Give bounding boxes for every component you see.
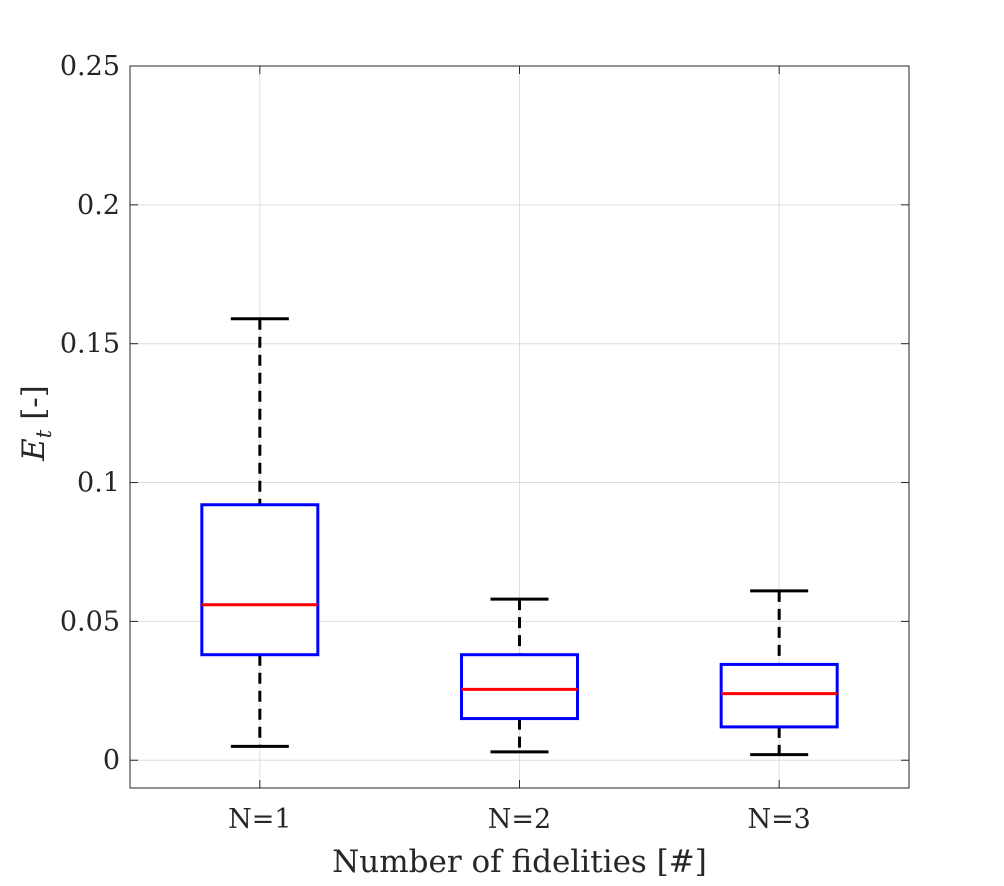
- y-tick-label: 0.05: [60, 606, 120, 637]
- label-layer: 0 0.05 0.1 0.15 0.2 0.25 N=1 N=2 N=3: [60, 51, 811, 835]
- box-layer: [200, 317, 839, 757]
- y-tick-label: 0.2: [77, 190, 120, 221]
- x-tick-label: N=1: [228, 804, 291, 835]
- iqr-box: [719, 662, 839, 729]
- x-tick-label: N=2: [488, 804, 551, 835]
- plot-frame: [129, 65, 910, 789]
- y-tick-label: 0.1: [77, 468, 120, 499]
- y-tick-label: 0.25: [60, 51, 120, 82]
- y-axis-label-unit: [-]: [16, 385, 52, 420]
- y-axis-label: Et [-]: [16, 385, 56, 462]
- x-axis-label: Number of fidelities [#]: [332, 844, 707, 880]
- y-axis-label-subscript: t: [32, 429, 56, 438]
- y-tick-label: 0: [103, 745, 120, 776]
- box-n-1: [200, 317, 320, 748]
- iqr-box: [200, 503, 320, 657]
- y-axis-label-symbol: E: [16, 438, 52, 462]
- x-tick-label: N=3: [747, 804, 810, 835]
- box-n-3: [719, 589, 839, 757]
- y-tick-label: 0.15: [60, 329, 120, 360]
- box-n-2: [460, 597, 579, 754]
- iqr-box: [460, 653, 579, 721]
- tick-layer: [130, 65, 909, 788]
